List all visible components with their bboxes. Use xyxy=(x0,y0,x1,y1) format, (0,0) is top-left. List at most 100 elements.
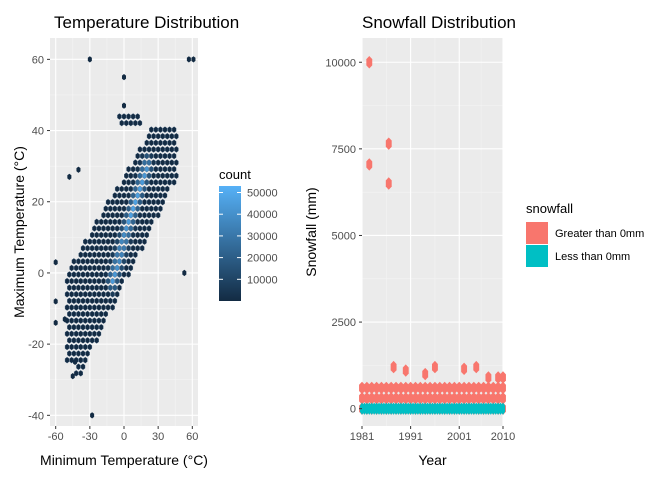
snowfall-greater-point xyxy=(473,360,480,374)
temperature-hexbin-cell xyxy=(144,231,149,239)
temperature-hexbin-cell xyxy=(103,244,108,252)
temperature-hexbin-cell xyxy=(110,304,115,311)
temperature-hexbin-cell xyxy=(137,172,143,179)
temperature-hexbin-cell xyxy=(112,218,118,226)
temperature-outlier-hex xyxy=(53,298,58,305)
temperature-hexbin-cell xyxy=(146,185,152,193)
snowfall-greater-hex xyxy=(500,392,506,405)
snowfall-greater-hex xyxy=(368,392,375,405)
temperature-hexbin-cell xyxy=(133,172,138,179)
temperature-hexbin-cell xyxy=(144,165,149,173)
temperature-hexbin-cell xyxy=(117,205,122,212)
temperature-hexbin-cell xyxy=(76,258,81,265)
temperature-hexbin-cell xyxy=(137,198,143,206)
temperature-hexbin-cell xyxy=(108,218,113,226)
temperature-hexbin-cell xyxy=(137,146,143,153)
snowfall-greater-hex xyxy=(373,392,380,405)
temperature-hexbin-cell xyxy=(67,310,72,318)
temperature-hexbin-cell xyxy=(78,264,83,272)
temperature-hexbin-cell xyxy=(108,297,113,305)
temperature-hexbin-cell xyxy=(155,146,161,153)
temperature-hexbin-cell xyxy=(171,165,177,173)
temperature-hexbin-cell xyxy=(114,225,120,232)
temperature-hexbin-cell xyxy=(64,356,70,364)
temperature-hexbin-cell xyxy=(92,291,97,298)
snowfall-greater-hex xyxy=(402,392,409,405)
temperature-hexbin-cell xyxy=(114,212,120,219)
temperature-hexbin-cell xyxy=(117,192,122,199)
temperature-hexbin-cell xyxy=(80,258,86,265)
temperature-hexbin-cell xyxy=(128,172,134,179)
temperature-hexbin-cell xyxy=(167,179,172,186)
temperature-hexbin-cell xyxy=(130,165,136,173)
temperature-hexbin-cell xyxy=(119,277,124,285)
temperature-hexbin-cell xyxy=(105,251,111,258)
temperature-hexbin-cell xyxy=(171,126,177,133)
temperature-hexbin-cell xyxy=(144,179,149,186)
temperature-hexbin-cell xyxy=(130,258,136,265)
temperature-hexbin-cell xyxy=(85,310,90,318)
temperature-hexbin-cell xyxy=(162,139,168,147)
temperature-hexbin-cell xyxy=(137,185,143,193)
temperature-hexbin-cell xyxy=(135,218,140,226)
temperature-hexbin-cell xyxy=(78,356,83,364)
temperature-hexbin-cell xyxy=(146,225,152,232)
temperature-hexbin-cell xyxy=(146,133,152,140)
temperature-hexbin-cell xyxy=(124,172,129,179)
temperature-hexbin-cell xyxy=(85,350,90,357)
snowfall-greater-hex xyxy=(485,381,492,395)
count-legend-label: 10000 xyxy=(247,274,278,286)
temperature-hexbin-cell xyxy=(169,146,175,153)
temperature-hexbin-cell xyxy=(165,159,170,166)
temperature-hexbin-cell xyxy=(119,198,124,206)
temperature-hexbin-cell xyxy=(169,159,175,166)
temperature-hexbin-cell xyxy=(99,297,104,305)
temperature-hexbin-cell xyxy=(76,324,81,331)
temperature-hexbin-cell xyxy=(126,218,131,226)
temperature-hexbin-cell xyxy=(110,198,115,206)
temperature-hexbin-cell xyxy=(105,238,111,245)
temperature-hexbin-cell xyxy=(121,244,127,252)
count-legend-label: 50000 xyxy=(247,188,278,200)
temperature-hexbin-cell xyxy=(105,291,111,298)
snowfall-greater-hex xyxy=(470,381,477,395)
temperature-hexbin-cell xyxy=(69,356,74,364)
count-legend-title: count xyxy=(219,167,251,182)
temperature-hexbin-cell xyxy=(126,271,131,278)
temperature-hexbin-cell xyxy=(142,185,147,193)
temperature-hexbin-cell xyxy=(151,212,156,219)
temperature-y-axis-label: Maximum Temperature (°C) xyxy=(11,146,27,318)
temperature-hexbin-cell xyxy=(155,212,161,219)
temperature-hexbin-cell xyxy=(94,271,99,278)
temperature-hexbin-cell xyxy=(165,133,170,140)
snowfall-greater-hex xyxy=(407,381,414,395)
temperature-hexbin-cell xyxy=(94,218,99,226)
temperature-hexbin-cell xyxy=(126,179,131,186)
temperature-hexbin-cell xyxy=(83,317,88,324)
temperature-hexbin-cell xyxy=(155,159,161,166)
temperature-hexbin-cell xyxy=(153,179,159,186)
temperature-hexbin-cell xyxy=(114,264,120,272)
temperature-hexbin-cell xyxy=(144,218,149,226)
temperature-hexbin-cell xyxy=(85,284,90,291)
temperature-hexbin-cell xyxy=(121,258,127,265)
temperature-hexbin-cell xyxy=(114,277,120,285)
temperature-hexbin-cell xyxy=(155,198,161,206)
snowfall-greater-point xyxy=(385,177,392,190)
temperature-hexbin-cell xyxy=(105,277,111,285)
temperature-hexbin-cell xyxy=(153,205,159,212)
temperature-hexbin-cell xyxy=(153,192,159,199)
temperature-hexbin-cell xyxy=(87,317,93,324)
temperature-hexbin-cell xyxy=(126,231,131,239)
temperature-hexbin-cell xyxy=(167,165,172,173)
temperature-hexbin-cell xyxy=(105,264,111,272)
temperature-hexbin-cell xyxy=(142,172,147,179)
temperature-hexbin-cell xyxy=(171,179,177,186)
temperature-hexbin-cell xyxy=(140,192,145,199)
temperature-hexbin-cell xyxy=(92,264,97,272)
temperature-hexbin-cell xyxy=(124,264,129,272)
temperature-hexbin-cell xyxy=(121,113,127,120)
snowfall-greater-hex xyxy=(427,381,434,395)
temperature-hexbin-cell xyxy=(108,231,113,239)
temperature-hexbin-cell xyxy=(83,330,88,338)
